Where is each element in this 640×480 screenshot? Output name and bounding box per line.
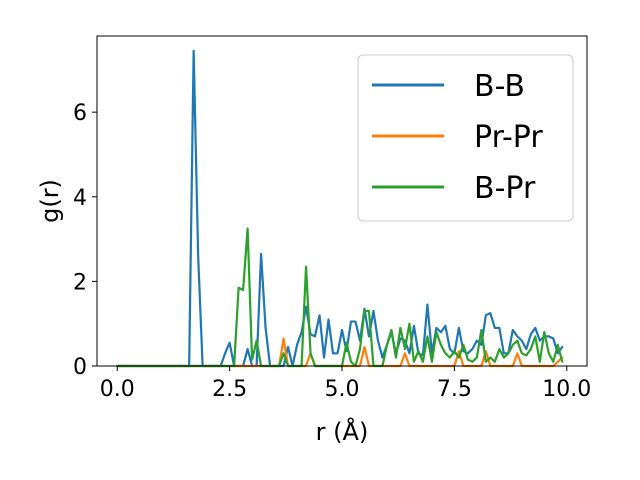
- y-tick-label: 4: [73, 186, 87, 211]
- y-tick-label: 6: [73, 101, 87, 126]
- series-line-b-b: [116, 49, 564, 368]
- legend: B-B Pr-Pr B-Pr: [357, 54, 574, 222]
- legend-box: [357, 54, 574, 222]
- y-tick-label: 0: [73, 355, 87, 380]
- legend-label-b-pr: B-Pr: [474, 171, 536, 206]
- x-tick-label: 7.5: [437, 377, 472, 402]
- legend-label-pr-pr: Pr-Pr: [474, 120, 543, 155]
- x-tick-label: 5.0: [325, 377, 360, 402]
- y-axis-label: g(r): [36, 179, 64, 223]
- y-tick-label: 2: [73, 270, 87, 295]
- x-tick-label: 10.0: [542, 377, 591, 402]
- legend-label-b-b: B-B: [474, 69, 525, 104]
- ticks-layer: 0.0 2.5 5.0 7.5 10.0 0 2 4 6: [73, 101, 591, 402]
- x-tick-label: 0.0: [100, 377, 135, 402]
- x-axis-label: r (Å): [316, 417, 369, 446]
- x-tick-label: 2.5: [212, 377, 247, 402]
